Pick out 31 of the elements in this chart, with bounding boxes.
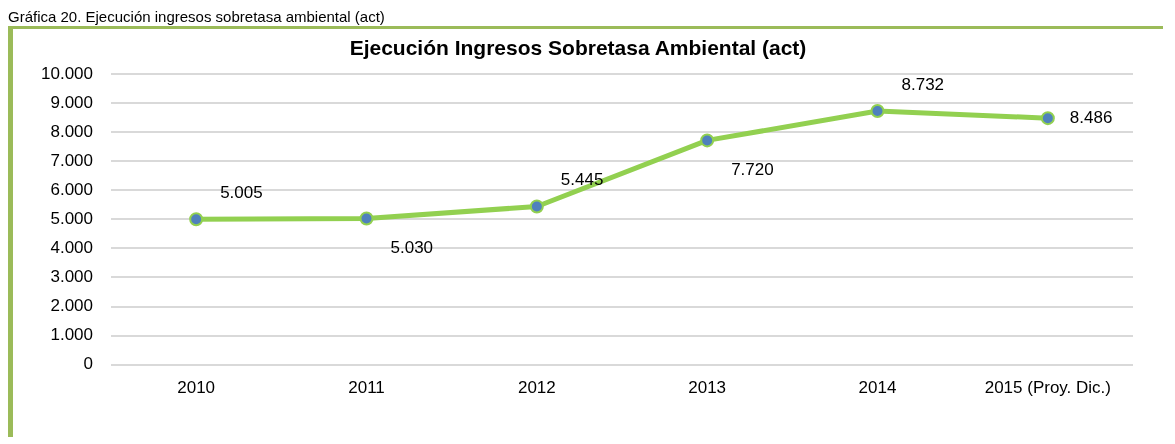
y-tick-label: 5.000 — [50, 209, 93, 229]
y-tick-label: 7.000 — [50, 151, 93, 171]
data-label: 7.720 — [731, 160, 774, 180]
x-tick-label: 2013 — [688, 378, 727, 398]
chart-title: Ejecución Ingresos Sobretasa Ambiental (act) — [349, 36, 807, 60]
y-tick-label: 1.000 — [50, 325, 93, 345]
point — [529, 199, 544, 214]
point — [359, 211, 374, 226]
x-tick-label: 2011 — [348, 378, 385, 398]
y-tick-label: 10.000 — [41, 63, 93, 83]
y-tick-label: 3.000 — [50, 267, 93, 287]
data-label: 5.005 — [220, 182, 263, 202]
point — [1040, 111, 1055, 126]
y-tick-label: 8.000 — [50, 121, 93, 141]
x-tick-label: 2015 (Proy. Dic.) — [984, 378, 1111, 398]
point — [189, 212, 204, 227]
x-tick-label: 2012 — [517, 378, 556, 398]
y-tick-label: 9.000 — [50, 92, 93, 112]
text: Gráfica 20. Ejecución ingresos sobretasa ambiental (act) — [8, 8, 386, 26]
y-tick-label: 2.000 — [50, 296, 93, 316]
y-tick-label: 0 — [83, 354, 93, 374]
point — [700, 133, 715, 148]
data-label: 5.030 — [390, 238, 434, 258]
data-label: 5.445 — [560, 170, 604, 190]
y-tick-label: 4.000 — [50, 238, 93, 258]
x-tick-label: 2010 — [177, 378, 216, 398]
data-label: 8.732 — [901, 74, 945, 94]
y-tick-label: 6.000 — [50, 180, 93, 200]
data-label: 8.486 — [1069, 107, 1113, 127]
x-tick-label: 2014 — [858, 378, 897, 398]
point — [870, 104, 885, 119]
